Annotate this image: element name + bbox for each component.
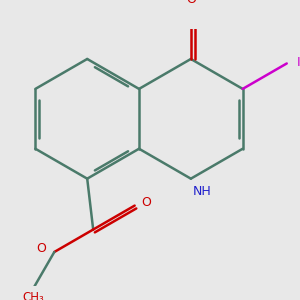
Text: O: O <box>186 0 196 6</box>
Text: NH: NH <box>192 185 211 198</box>
Text: O: O <box>36 242 46 256</box>
Text: O: O <box>142 196 152 209</box>
Text: CH₃: CH₃ <box>22 291 44 300</box>
Text: I: I <box>297 56 300 69</box>
